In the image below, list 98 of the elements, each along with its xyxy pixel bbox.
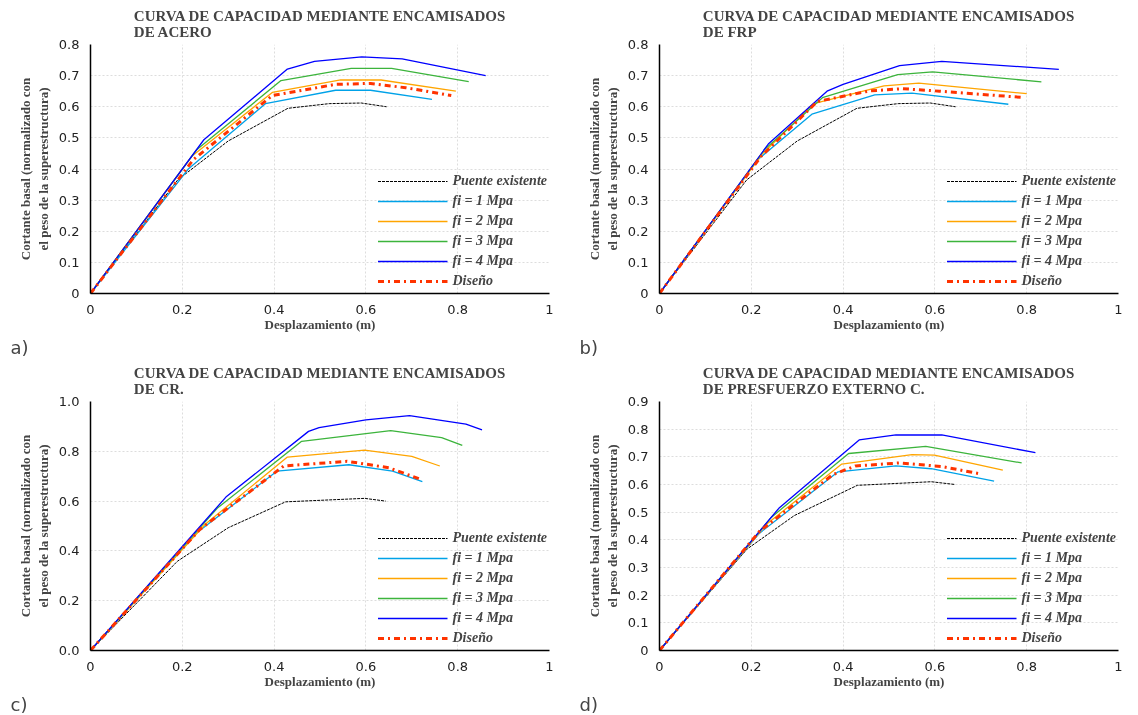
- x-tick-label: 0.8: [447, 658, 469, 674]
- text: b): [579, 336, 598, 358]
- legend-label: fi = 2 Mpa: [452, 570, 513, 586]
- y-tick-label: 0.1: [627, 254, 649, 270]
- y-tick-label: 0.2: [58, 593, 80, 609]
- x-tick-label: 0: [86, 301, 95, 317]
- x-tick-label: 1: [1114, 658, 1123, 674]
- y-tick-label: 0.0: [58, 643, 80, 658]
- legend-label: Diseño: [452, 273, 493, 289]
- legend-label: fi = 2 Mpa: [452, 213, 513, 229]
- y-tick-label: 0.2: [627, 223, 649, 239]
- x-tick-label: 0.8: [447, 301, 469, 317]
- legend-label: fi = 4 Mpa: [452, 253, 513, 269]
- y-tick-label: 0.4: [58, 543, 80, 559]
- x-tick-label: 0: [655, 301, 664, 317]
- y-tick-label: 0.9: [627, 394, 649, 409]
- x-tick-label: 0.4: [832, 658, 854, 674]
- y-tick-label: 0.5: [58, 130, 80, 146]
- x-tick-label: 0.4: [263, 301, 285, 317]
- y-tick-label: 0.3: [58, 192, 80, 208]
- chart-title: CURVA DE CAPACIDAD MEDIANTE ENCAMISADOS DE PRESFUERZO EXTERNO C.: [702, 364, 1075, 397]
- legend-label: Diseño: [1021, 630, 1062, 646]
- x-tick-label: 0.8: [1016, 658, 1038, 674]
- x-tick-label: 0.2: [740, 658, 762, 674]
- text: d): [579, 693, 598, 715]
- y-tick-label: 0.2: [58, 223, 80, 239]
- y-tick-label: 0: [640, 643, 649, 658]
- y-tick-label: 0.4: [627, 532, 649, 548]
- y-tick-label: 0.1: [58, 254, 80, 270]
- chart-title: CURVA DE CAPACIDAD MEDIANTE ENCAMISADOS DE CR.: [133, 364, 506, 397]
- legend-label: Puente existente: [1021, 173, 1116, 189]
- text: c): [10, 693, 28, 715]
- x-tick-label: 1: [545, 301, 554, 317]
- legend-label: fi = 3 Mpa: [1021, 590, 1082, 606]
- legend-label: Diseño: [1021, 273, 1062, 289]
- legend-label: fi = 4 Mpa: [452, 610, 513, 626]
- x-tick-label: 0.6: [924, 658, 946, 674]
- x-tick-label: 1: [545, 658, 554, 674]
- y-axis-title: Cortante basal (normalizado con el peso de la superestructura): [17, 434, 51, 618]
- y-axis-title: Cortante basal (normalizado con el peso de la superestructura): [586, 77, 620, 261]
- y-tick-label: 0.4: [58, 161, 80, 177]
- x-tick-label: 0.2: [171, 301, 193, 317]
- y-tick-label: 0.5: [627, 504, 649, 520]
- y-axis-title: Cortante basal (normalizado con el peso de la superestructura): [586, 434, 620, 618]
- y-tick-label: 0.6: [627, 477, 649, 492]
- x-axis-title: Desplazamiento (m): [833, 673, 945, 689]
- legend-label: Puente existente: [452, 530, 547, 546]
- y-tick-label: 0.4: [627, 161, 649, 177]
- legend-label: fi = 4 Mpa: [1021, 610, 1082, 626]
- legend-label: fi = 3 Mpa: [452, 233, 513, 249]
- y-tick-label: 0.5: [627, 130, 649, 146]
- legend-label: Diseño: [452, 630, 493, 646]
- legend-label: fi = 1 Mpa: [1021, 193, 1082, 209]
- y-tick-label: 0.7: [627, 68, 649, 84]
- x-tick-label: 0.4: [832, 301, 854, 317]
- x-tick-label: 0: [86, 658, 95, 674]
- x-tick-label: 0.6: [924, 301, 946, 317]
- y-tick-label: 0.6: [58, 99, 80, 115]
- legend-label: Puente existente: [452, 173, 547, 189]
- chart-title: CURVA DE CAPACIDAD MEDIANTE ENCAMISADOS DE ACERO: [133, 7, 506, 40]
- text: a): [10, 336, 29, 358]
- y-tick-label: 0.8: [627, 421, 649, 437]
- legend-label: Puente existente: [1021, 530, 1116, 546]
- y-axis-title: Cortante basal (normalizado con el peso de la superestructura): [17, 77, 51, 261]
- x-tick-label: 0.8: [1016, 301, 1038, 317]
- x-axis-title: Desplazamiento (m): [833, 316, 945, 332]
- y-tick-label: 0.8: [58, 37, 80, 52]
- x-tick-label: 0.2: [171, 658, 193, 674]
- y-tick-label: 0.6: [58, 493, 80, 509]
- y-tick-label: 0.1: [627, 615, 649, 631]
- x-tick-label: 1: [1114, 301, 1123, 317]
- y-tick-label: 0.7: [58, 68, 80, 84]
- legend-label: fi = 3 Mpa: [1021, 233, 1082, 249]
- x-axis-title: Desplazamiento (m): [264, 673, 376, 689]
- y-tick-label: 0.7: [627, 449, 649, 465]
- legend-label: fi = 2 Mpa: [1021, 213, 1082, 229]
- legend-label: fi = 1 Mpa: [1021, 550, 1082, 566]
- y-tick-label: 0: [71, 286, 80, 301]
- x-tick-label: 0.4: [263, 658, 285, 674]
- chart-title: CURVA DE CAPACIDAD MEDIANTE ENCAMISADOS DE FRP: [702, 7, 1075, 40]
- y-tick-label: 0.2: [627, 587, 649, 603]
- legend-label: fi = 3 Mpa: [452, 590, 513, 606]
- x-tick-label: 0.2: [740, 301, 762, 317]
- y-tick-label: 0.6: [627, 99, 649, 115]
- y-tick-label: 0: [640, 286, 649, 301]
- x-tick-label: 0: [655, 658, 664, 674]
- y-tick-label: 1.0: [58, 394, 80, 409]
- legend-label: fi = 1 Mpa: [452, 550, 513, 566]
- y-tick-label: 0.8: [627, 37, 649, 52]
- x-tick-label: 0.6: [355, 658, 377, 674]
- legend-label: fi = 2 Mpa: [1021, 570, 1082, 586]
- y-tick-label: 0.3: [627, 560, 649, 575]
- legend-label: fi = 1 Mpa: [452, 193, 513, 209]
- y-tick-label: 0.8: [58, 443, 80, 459]
- x-tick-label: 0.6: [355, 301, 377, 317]
- x-axis-title: Desplazamiento (m): [264, 316, 376, 332]
- y-tick-label: 0.3: [627, 192, 649, 208]
- legend-label: fi = 4 Mpa: [1021, 253, 1082, 269]
